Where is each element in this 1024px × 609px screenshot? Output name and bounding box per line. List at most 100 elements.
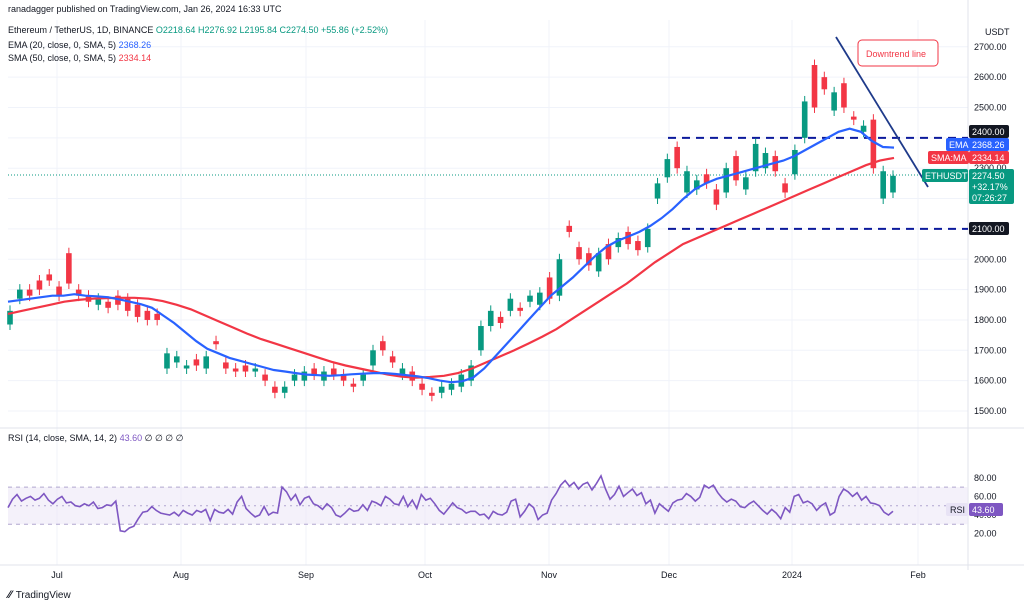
candle-body: [223, 362, 229, 369]
candle-body: [26, 289, 33, 296]
candle-body: [330, 368, 337, 375]
rsi-tick-label: 20.00: [974, 529, 997, 539]
time-tick-label: Sep: [298, 570, 314, 580]
candle-body: [556, 259, 563, 296]
candle-body: [752, 143, 759, 172]
candle-body: [350, 383, 357, 387]
ema-price-badge: 2368.26: [972, 140, 1005, 150]
sma-price-badge-bg: [969, 151, 1009, 164]
candle-body: [46, 274, 53, 281]
ema-legend-label: EMA (20, close, 0, SMA, 5): [8, 40, 117, 50]
candle-body: [880, 171, 886, 199]
candle-body: [831, 92, 837, 111]
candle-body: [625, 231, 631, 245]
published-line: ranadagger published on TradingView.com,…: [8, 4, 282, 14]
candle-body: [429, 392, 435, 396]
ema-legend-value: 2368.26: [118, 40, 152, 50]
candle-body: [56, 286, 62, 296]
candle-body: [527, 295, 533, 302]
price-tick-label: 2700.00: [974, 42, 1007, 52]
candle-body: [576, 247, 582, 260]
candle-body: [713, 189, 720, 205]
sma-tag-badge: SMA:MA: [931, 153, 967, 163]
candle-body: [517, 307, 523, 311]
rsi-tag-bg: [946, 503, 968, 516]
downtrend-callout-box: [857, 39, 939, 67]
ema-tag-badge: EMA: [949, 140, 969, 150]
ema-tag-badge-bg: [946, 138, 970, 151]
time-tick-label: Oct: [418, 570, 433, 580]
candle-body: [311, 368, 317, 375]
ohlc-values: O2218.64 H2276.92 L2195.84 C2274.50 +55.…: [155, 25, 389, 35]
tradingview-mark-icon: ⁄⁄: [8, 589, 12, 601]
time-axis: Jul Aug Sep Oct Nov Dec 2024 Feb: [51, 570, 926, 580]
candle-body: [95, 298, 102, 305]
resistance-price-badge: 2400.00: [972, 127, 1005, 137]
time-tick-label: Dec: [661, 570, 678, 580]
candle-body: [546, 277, 553, 299]
candle-body: [281, 386, 288, 393]
eth-price-badge-bg: [969, 169, 1014, 204]
price-tick-label: 1700.00: [974, 345, 1007, 355]
sma-price-badge: 2334.14: [972, 153, 1005, 163]
price-tick-label: 2300.00: [974, 163, 1007, 173]
sma-legend[interactable]: SMA (50, close, 0, SMA, 5) 2334.14: [8, 53, 151, 63]
candle-body: [173, 356, 180, 363]
currency-label[interactable]: USDT: [985, 27, 1010, 37]
time-tick-label: Nov: [541, 570, 558, 580]
candles: [7, 59, 896, 402]
candle-body: [468, 365, 474, 381]
rsi-tag: RSI: [950, 505, 965, 515]
ma-lines: [7, 127, 895, 384]
candle-body: [380, 341, 386, 351]
candle-body: [762, 153, 769, 169]
sma50-line: [7, 156, 895, 379]
sma-legend-label: SMA (50, close, 0, SMA, 5): [8, 53, 117, 63]
annotations: Downtrend line: [668, 36, 968, 230]
candle-body: [75, 289, 82, 296]
candle-body: [193, 359, 200, 366]
ema-legend[interactable]: EMA (20, close, 0, SMA, 5) 2368.26: [8, 40, 151, 50]
price-tick-label: 2000.00: [974, 254, 1007, 264]
rsi-legend-label: RSI (14, close, SMA, 14, 2): [8, 433, 118, 443]
candle-body: [124, 298, 131, 311]
eth-tag-badge: ETHUSDT: [925, 171, 968, 181]
candle-body: [144, 310, 151, 320]
candle-body: [723, 168, 730, 193]
candle-body: [811, 65, 818, 108]
candle-body: [213, 341, 219, 345]
candle-body: [7, 310, 13, 325]
candle-body: [272, 386, 278, 393]
time-tick-label: 2024: [782, 570, 802, 580]
price-tick-label: 2600.00: [974, 72, 1007, 82]
rsi-legend-extra: ∅ ∅ ∅ ∅: [144, 433, 184, 443]
resistance-price-badge-bg: [969, 125, 1009, 138]
eth-change: +32.17%: [972, 182, 1008, 192]
rsi-value-badge-bg: [969, 503, 1003, 516]
candle-body: [605, 244, 612, 260]
candle-body: [821, 77, 828, 90]
symbol-line: Ethereum / TetherUS, 1D, BINANCE O2218.6…: [8, 25, 388, 35]
candle-body: [743, 177, 749, 190]
candle-body: [664, 159, 671, 178]
candle-body: [733, 156, 739, 181]
candle-body: [340, 374, 347, 381]
time-tick-label: Jul: [51, 570, 63, 580]
candle-body: [890, 175, 896, 193]
ema-price-badge-bg: [969, 138, 1009, 151]
candle-body: [36, 280, 43, 290]
candle-body: [703, 174, 710, 184]
candle-body: [693, 180, 700, 190]
candle-body: [870, 119, 877, 169]
support-price-badge: 2100.00: [972, 224, 1005, 234]
candle-body: [232, 368, 239, 372]
eth-countdown: 07:26:27: [972, 193, 1007, 203]
candle-body: [841, 83, 847, 108]
candle-body: [850, 116, 857, 120]
rsi-legend[interactable]: RSI (14, close, SMA, 14, 2) 43.60 ∅ ∅ ∅ …: [8, 433, 183, 444]
tradingview-logo[interactable]: ⁄⁄ TradingView: [8, 589, 71, 601]
rsi-line: [7, 474, 894, 533]
rsi-legend-value: 43.60: [119, 433, 143, 443]
